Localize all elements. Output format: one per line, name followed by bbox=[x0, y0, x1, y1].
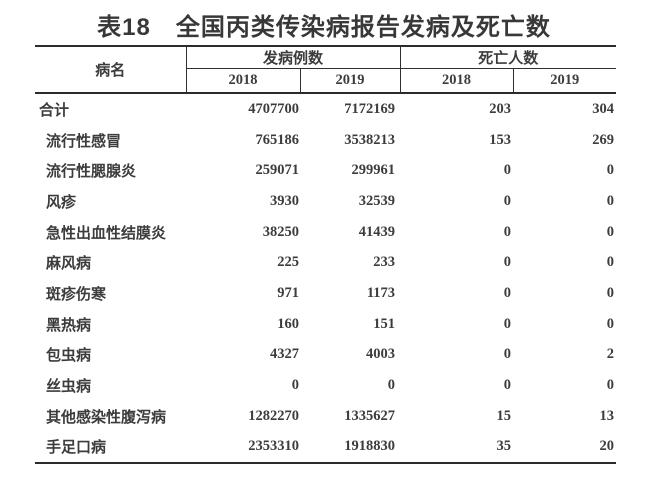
cell-cases-2019: 233 bbox=[373, 254, 396, 271]
cell-disease-name: 丝虫病 bbox=[46, 378, 92, 396]
cell-deaths-2018: 0 bbox=[503, 377, 512, 394]
table-row: 包虫病 4327 4003 0 2 bbox=[35, 340, 616, 371]
cell-cases-2018: 765186 bbox=[255, 131, 300, 148]
cell-cases-2019: 299961 bbox=[351, 162, 396, 179]
cell-deaths-2019: 20 bbox=[599, 438, 615, 455]
header-group-row: 病名 发病例数 死亡人数 bbox=[35, 46, 617, 93]
cell-deaths-2018: 0 bbox=[503, 346, 512, 363]
cell-cases-2018: 4327 bbox=[270, 346, 299, 363]
cell-cases-2018: 160 bbox=[277, 315, 299, 332]
cell-disease-name: 斑疹伤寒 bbox=[46, 285, 107, 303]
table-row: 急性出血性结膜炎 38250 41439 0 0 bbox=[35, 217, 616, 248]
cell-cases-2019: 151 bbox=[373, 315, 396, 332]
cell-cases-2018: 4707700 bbox=[248, 100, 299, 117]
table-body: 合计 4707700 7172169 203 304 流行性感冒 765186 … bbox=[35, 93, 616, 463]
cell-deaths-2018: 153 bbox=[489, 131, 512, 148]
cell-deaths-2019: 0 bbox=[606, 162, 615, 179]
cell-cases-2018: 1282270 bbox=[248, 407, 299, 424]
cell-deaths-2019: 0 bbox=[606, 254, 615, 271]
cell-deaths-2018: 15 bbox=[496, 407, 512, 424]
cell-deaths-2019: 0 bbox=[606, 377, 615, 394]
cell-cases-2018: 2353310 bbox=[248, 438, 299, 455]
table-row: 流行性感冒 765186 3538213 153 269 bbox=[35, 125, 616, 156]
cell-disease-name: 黑热病 bbox=[46, 316, 92, 334]
table-row: 丝虫病 0 0 0 0 bbox=[35, 370, 616, 401]
table-row: 斑疹伤寒 971 1173 0 0 bbox=[35, 278, 616, 309]
column-header-cases-2018: 2018 bbox=[186, 68, 301, 93]
cell-deaths-2019: 0 bbox=[606, 284, 615, 301]
cell-cases-2019: 1335627 bbox=[344, 407, 396, 424]
cell-cases-2019: 1173 bbox=[366, 284, 396, 301]
cell-deaths-2019: 0 bbox=[606, 315, 615, 332]
cell-deaths-2019: 304 bbox=[592, 100, 615, 117]
cell-deaths-2019: 269 bbox=[592, 131, 615, 148]
column-group-deaths: 死亡人数 bbox=[400, 46, 617, 69]
cell-cases-2018: 0 bbox=[291, 377, 299, 394]
disease-statistics-table: 病名 发病例数 死亡人数 2018 2019 2018 2019 合计 4707… bbox=[35, 45, 617, 465]
cell-cases-2019: 41439 bbox=[358, 223, 396, 240]
header-year-row: 2018 2019 2018 2019 bbox=[35, 68, 616, 93]
cell-disease-name: 流行性腮腺炎 bbox=[46, 163, 137, 181]
cell-deaths-2018: 0 bbox=[503, 315, 512, 332]
cell-disease-name: 其他感染性腹泻病 bbox=[46, 408, 167, 426]
cell-cases-2019: 0 bbox=[387, 377, 396, 394]
cell-cases-2019: 4003 bbox=[366, 346, 396, 363]
cell-cases-2019: 3538213 bbox=[344, 131, 396, 148]
cell-cases-2019: 1918830 bbox=[344, 438, 396, 455]
column-header-cases-2019: 2019 bbox=[300, 68, 401, 93]
cell-disease-name: 手足口病 bbox=[46, 439, 107, 457]
cell-cases-2018: 971 bbox=[277, 284, 299, 301]
cell-cases-2019: 32539 bbox=[358, 192, 396, 209]
cell-disease-name: 麻风病 bbox=[46, 255, 92, 273]
table-row: 风疹 3930 32539 0 0 bbox=[35, 186, 616, 217]
cell-deaths-2018: 35 bbox=[496, 438, 512, 455]
table-row: 黑热病 160 151 0 0 bbox=[35, 309, 616, 340]
cell-cases-2018: 3930 bbox=[270, 192, 299, 209]
table-header: 病名 发病例数 死亡人数 2018 2019 2018 2019 bbox=[35, 46, 617, 93]
cell-deaths-2018: 0 bbox=[503, 254, 512, 271]
cell-deaths-2019: 13 bbox=[599, 407, 615, 424]
cell-cases-2018: 38250 bbox=[262, 223, 299, 240]
table-row: 麻风病 225 233 0 0 bbox=[35, 247, 616, 278]
cell-deaths-2019: 0 bbox=[606, 192, 615, 209]
cell-disease-name: 流行性感冒 bbox=[46, 132, 122, 150]
table-row: 其他感染性腹泻病 1282270 1335627 15 13 bbox=[35, 401, 616, 432]
cell-deaths-2019: 0 bbox=[606, 223, 615, 240]
table-title: 表18 全国丙类传染病报告发病及死亡数 bbox=[97, 14, 551, 41]
cell-disease-name: 急性出血性结膜炎 bbox=[46, 224, 167, 242]
table-row: 合计 4707700 7172169 203 304 bbox=[35, 93, 616, 125]
cell-deaths-2018: 0 bbox=[503, 162, 512, 179]
column-group-cases: 发病例数 bbox=[186, 46, 401, 69]
table-row: 流行性腮腺炎 259071 299961 0 0 bbox=[35, 155, 616, 186]
cell-disease-name: 包虫病 bbox=[46, 347, 92, 365]
column-header-disease: 病名 bbox=[35, 46, 187, 93]
cell-cases-2018: 225 bbox=[277, 254, 299, 271]
cell-disease-name: 风疹 bbox=[46, 193, 77, 211]
cell-cases-2018: 259071 bbox=[255, 162, 300, 179]
cell-deaths-2018: 203 bbox=[489, 100, 512, 117]
cell-disease-name: 合计 bbox=[39, 101, 70, 119]
cell-cases-2019: 7172169 bbox=[344, 100, 396, 117]
cell-deaths-2019: 2 bbox=[606, 346, 615, 363]
cell-deaths-2018: 0 bbox=[503, 192, 512, 209]
table-row: 手足口病 2353310 1918830 35 20 bbox=[35, 432, 616, 464]
cell-deaths-2018: 0 bbox=[503, 284, 512, 301]
column-header-deaths-2019: 2019 bbox=[550, 72, 580, 88]
column-header-deaths-2018: 2018 bbox=[400, 68, 514, 93]
cell-deaths-2018: 0 bbox=[503, 223, 512, 240]
